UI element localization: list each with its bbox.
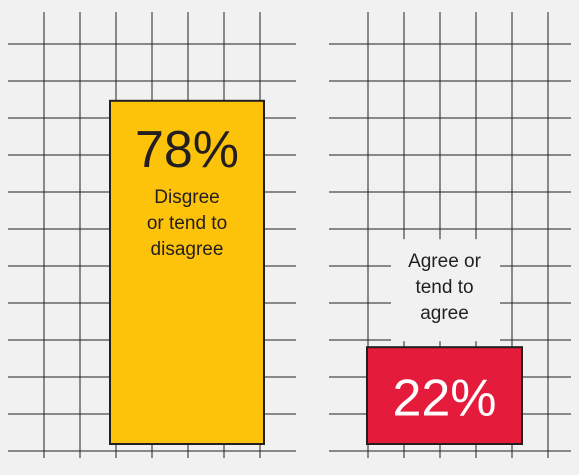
category-label-line: disagree [151,239,224,260]
value-label-agree: 22% [392,370,496,428]
category-label-line: Disgree [154,187,219,208]
bar-agree [366,346,523,446]
category-label-line: agree [420,303,469,324]
bar-disagree [109,99,265,446]
category-label-line: Agree or [408,251,482,272]
label-backdrop [391,239,500,342]
labels: 78% Disgree or tend to disagree 22% Agree or t… [135,121,497,428]
category-label-line: or tend to [147,213,227,234]
category-label-line: tend to [415,277,473,298]
bars [109,99,523,446]
value-label-disagree: 78% [135,121,239,179]
